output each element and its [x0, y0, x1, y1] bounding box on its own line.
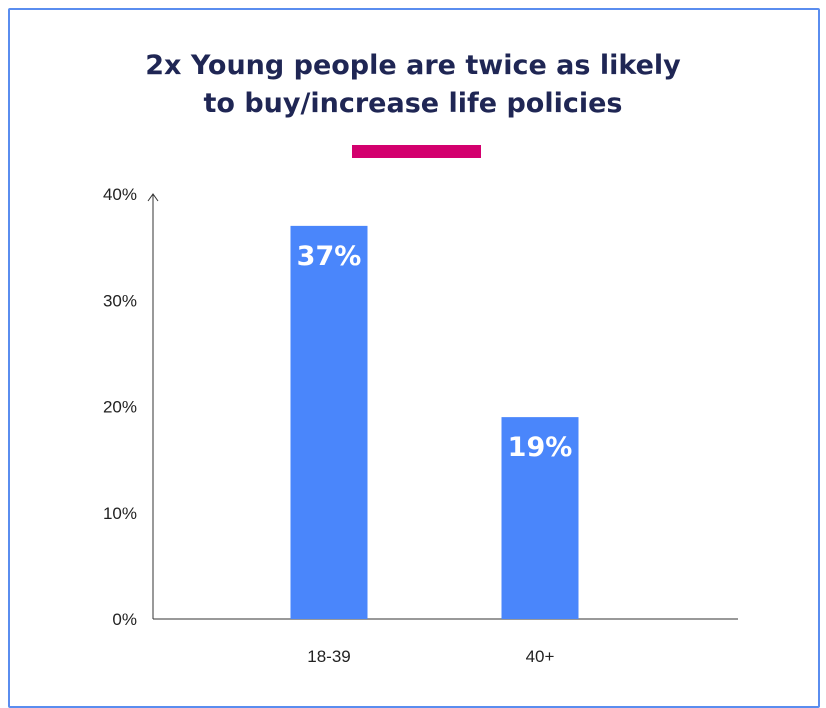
y-tick-label: 10%	[103, 504, 137, 523]
title-accent-bar	[352, 145, 481, 158]
bar-40+	[501, 417, 579, 619]
x-tick-label: 18-39	[307, 647, 350, 666]
bar-chart: 0% 10% 20% 30% 40% 37% 18-39 19% 40+	[103, 185, 738, 666]
chart-title-line-2: to buy/increase life policies	[203, 88, 623, 119]
y-tick-label: 30%	[103, 291, 137, 310]
y-tick-label: 20%	[103, 398, 137, 417]
bar-18-39	[290, 225, 368, 619]
y-axis-arrow	[147, 193, 159, 202]
chart-frame	[8, 8, 820, 708]
data-label: 37%	[297, 241, 362, 272]
data-label: 19%	[508, 432, 573, 463]
y-tick-label: 40%	[103, 185, 137, 204]
y-tick-label: 0%	[112, 610, 137, 629]
x-tick-label: 40+	[526, 647, 555, 666]
chart-title-line-1: 2x Young people are twice as likely	[145, 50, 681, 81]
